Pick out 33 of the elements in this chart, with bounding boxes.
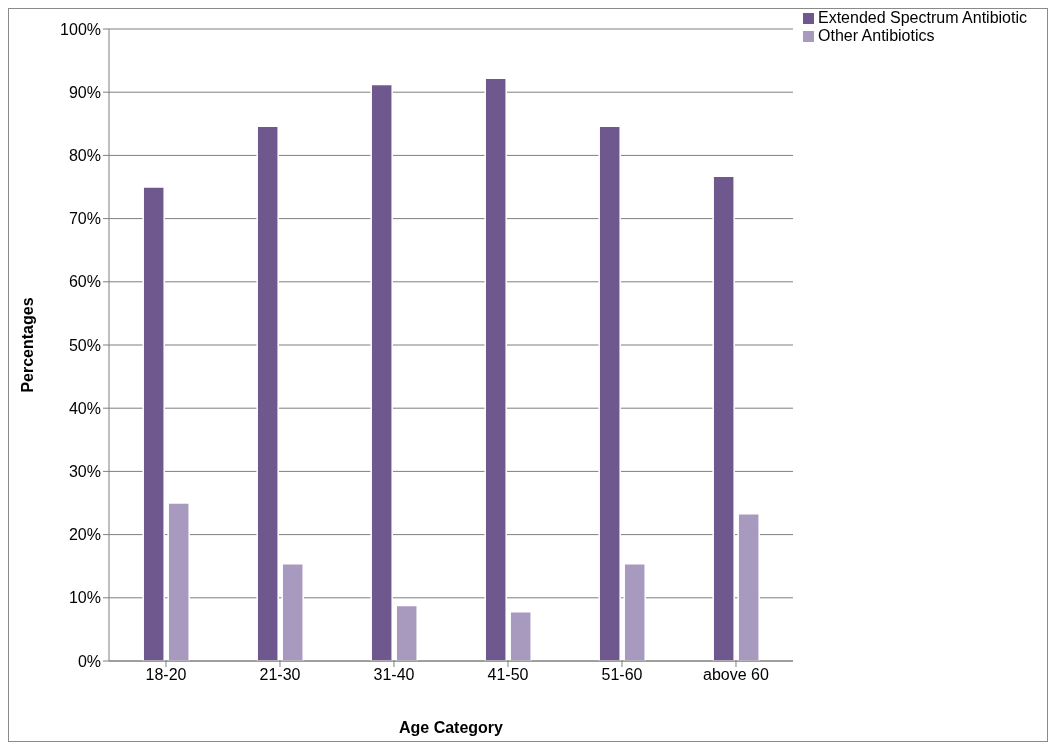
y-tick-label: 50%	[68, 336, 101, 354]
x-axis-title: Age Category	[398, 719, 504, 736]
y-tick-label: 70%	[68, 210, 101, 228]
bar	[712, 175, 735, 661]
y-tick-label: 40%	[68, 399, 101, 417]
bar	[598, 125, 621, 661]
y-tick-label: 60%	[68, 273, 101, 291]
legend-label: Other Antibiotics	[817, 27, 935, 44]
x-tick-label: 18-20	[145, 666, 187, 684]
y-axis-title: Percentages	[18, 297, 36, 393]
bar	[256, 125, 279, 661]
bar	[623, 562, 646, 661]
y-tick-label: 10%	[68, 589, 101, 607]
bar	[370, 83, 393, 661]
x-tick-label: 41-50	[487, 666, 529, 684]
bar	[509, 610, 532, 661]
bar	[484, 77, 507, 661]
bar	[395, 604, 418, 661]
bar	[167, 502, 190, 661]
y-tick-label: 0%	[77, 652, 101, 670]
bar	[281, 562, 304, 661]
bar	[142, 186, 165, 661]
y-tick-label: 20%	[68, 526, 101, 544]
y-tick-label: 90%	[68, 83, 101, 101]
x-tick-label: 51-60	[601, 666, 643, 684]
x-tick-label: 21-30	[259, 666, 301, 684]
y-tick-label: 30%	[68, 463, 101, 481]
y-tick-label: 80%	[68, 147, 101, 165]
x-tick-label: above 60	[703, 666, 769, 684]
bar	[737, 512, 760, 661]
x-tick-label: 31-40	[373, 666, 415, 684]
y-tick-label: 100%	[60, 20, 101, 38]
legend-label: Extended Spectrum Antibiotic	[817, 9, 1027, 26]
